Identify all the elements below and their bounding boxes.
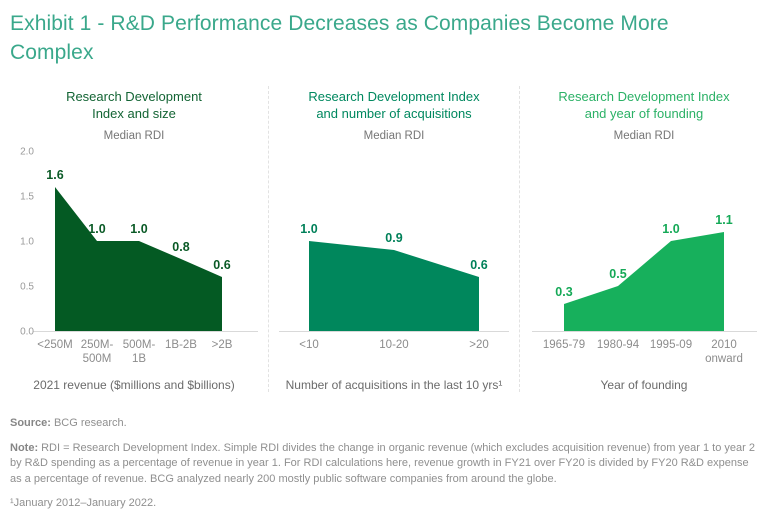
x-tick-label: 1B-2B	[165, 339, 197, 352]
chart-column-acquisitions: Research Development Index and number of…	[268, 85, 519, 393]
data-point-label: 1.0	[662, 222, 679, 236]
area-chart-size: 2.0 1.5 1.0 0.5 0.0 1.6 1.0 1.0 0.8 0.6	[0, 146, 268, 336]
footer: Source: BCG research. Note: RDI = Research…	[10, 416, 758, 511]
note-line: Note: RDI = Research Development Index. S…	[10, 441, 758, 487]
data-point-label: 1.0	[130, 222, 147, 236]
x-axis-ticks: <250M 250M- 500M 500M- 1B 1B-2B >2B	[0, 338, 268, 368]
chart-canvas: 2.0 1.5 1.0 0.5 0.0 1.6 1.0 1.0 0.8 0.6	[20, 147, 258, 337]
data-point-label: 0.3	[555, 285, 572, 299]
x-tick-label: 10-20	[379, 339, 409, 352]
source-text: BCG research.	[53, 417, 127, 430]
data-point-label: 0.6	[213, 258, 230, 272]
chart-subtitle-median-rdi: Median RDI	[613, 130, 675, 143]
chart-subtitle-median-rdi: Median RDI	[363, 130, 425, 143]
y-tick-label: 1.0	[20, 237, 34, 248]
x-tick-label: 250M- 500M	[80, 339, 114, 366]
chart-canvas: 1.0 0.9 0.6	[279, 222, 509, 333]
area-series	[309, 241, 479, 332]
chart-title-acquisitions: Research Development Index and number of…	[308, 88, 480, 122]
y-tick-label: 0.5	[20, 282, 34, 293]
data-point-label: 1.6	[46, 168, 63, 182]
x-axis-title-revenue: 2021 revenue ($millions and $billions)	[33, 378, 235, 393]
chart-title-size: Research Development Index and size	[66, 88, 202, 122]
area-chart-founding: 0.3 0.5 1.0 1.1	[520, 146, 768, 336]
chart-column-size: Research Development Index and size Medi…	[0, 86, 268, 392]
source-line: Source: BCG research.	[10, 416, 758, 431]
chart-canvas: 0.3 0.5 1.0 1.1	[532, 213, 757, 333]
x-tick-label: >2B	[211, 339, 233, 352]
x-tick-label: 2010 onward	[705, 339, 743, 366]
x-tick-label: 1995-09	[649, 339, 693, 352]
x-tick-label: <250M	[37, 339, 73, 352]
data-point-label: 0.8	[172, 240, 189, 254]
y-tick-label: 0.0	[20, 327, 34, 337]
note-text: RDI = Research Development Index. Simple…	[10, 442, 755, 485]
x-tick-label: >20	[469, 339, 489, 352]
data-point-label: 1.0	[88, 222, 105, 236]
data-point-label: 0.9	[385, 231, 402, 245]
footnote-line: ¹January 2012–January 2022.	[10, 496, 157, 509]
chart-subtitle-median-rdi: Median RDI	[103, 130, 165, 143]
charts-row: Research Development Index and size Medi…	[0, 85, 768, 393]
x-axis-ticks: 1965-79 1980-94 1995-09 2010 onward	[520, 338, 768, 368]
data-point-label: 0.5	[609, 267, 626, 281]
x-axis-ticks: <10 10-20 >20	[269, 338, 519, 368]
y-tick-label: 2.0	[20, 147, 34, 158]
y-tick-label: 1.5	[20, 192, 34, 203]
data-point-label: 1.0	[300, 222, 317, 236]
area-series	[55, 187, 222, 332]
x-tick-label: 1965-79	[542, 339, 586, 352]
area-chart-acquisitions: 1.0 0.9 0.6	[269, 146, 519, 336]
chart-column-founding: Research Development Index and year of f…	[519, 85, 768, 393]
exhibit-title: Exhibit 1 - R&D Performance Decreases as…	[10, 12, 669, 64]
x-axis-title-founding: Year of founding	[600, 378, 688, 393]
data-point-label: 0.6	[470, 258, 487, 272]
x-axis-title-acquisitions: Number of acquisitions in the last 10 yr…	[285, 378, 503, 393]
x-tick-label: 500M- 1B	[122, 339, 156, 366]
x-tick-label: <10	[299, 339, 319, 352]
data-point-label: 1.1	[715, 213, 732, 227]
x-tick-label: 1980-94	[596, 339, 640, 352]
source-label: Source:	[10, 417, 51, 430]
note-label: Note:	[10, 442, 39, 455]
chart-title-founding: Research Development Index and year of f…	[558, 88, 730, 122]
area-series	[564, 232, 724, 332]
